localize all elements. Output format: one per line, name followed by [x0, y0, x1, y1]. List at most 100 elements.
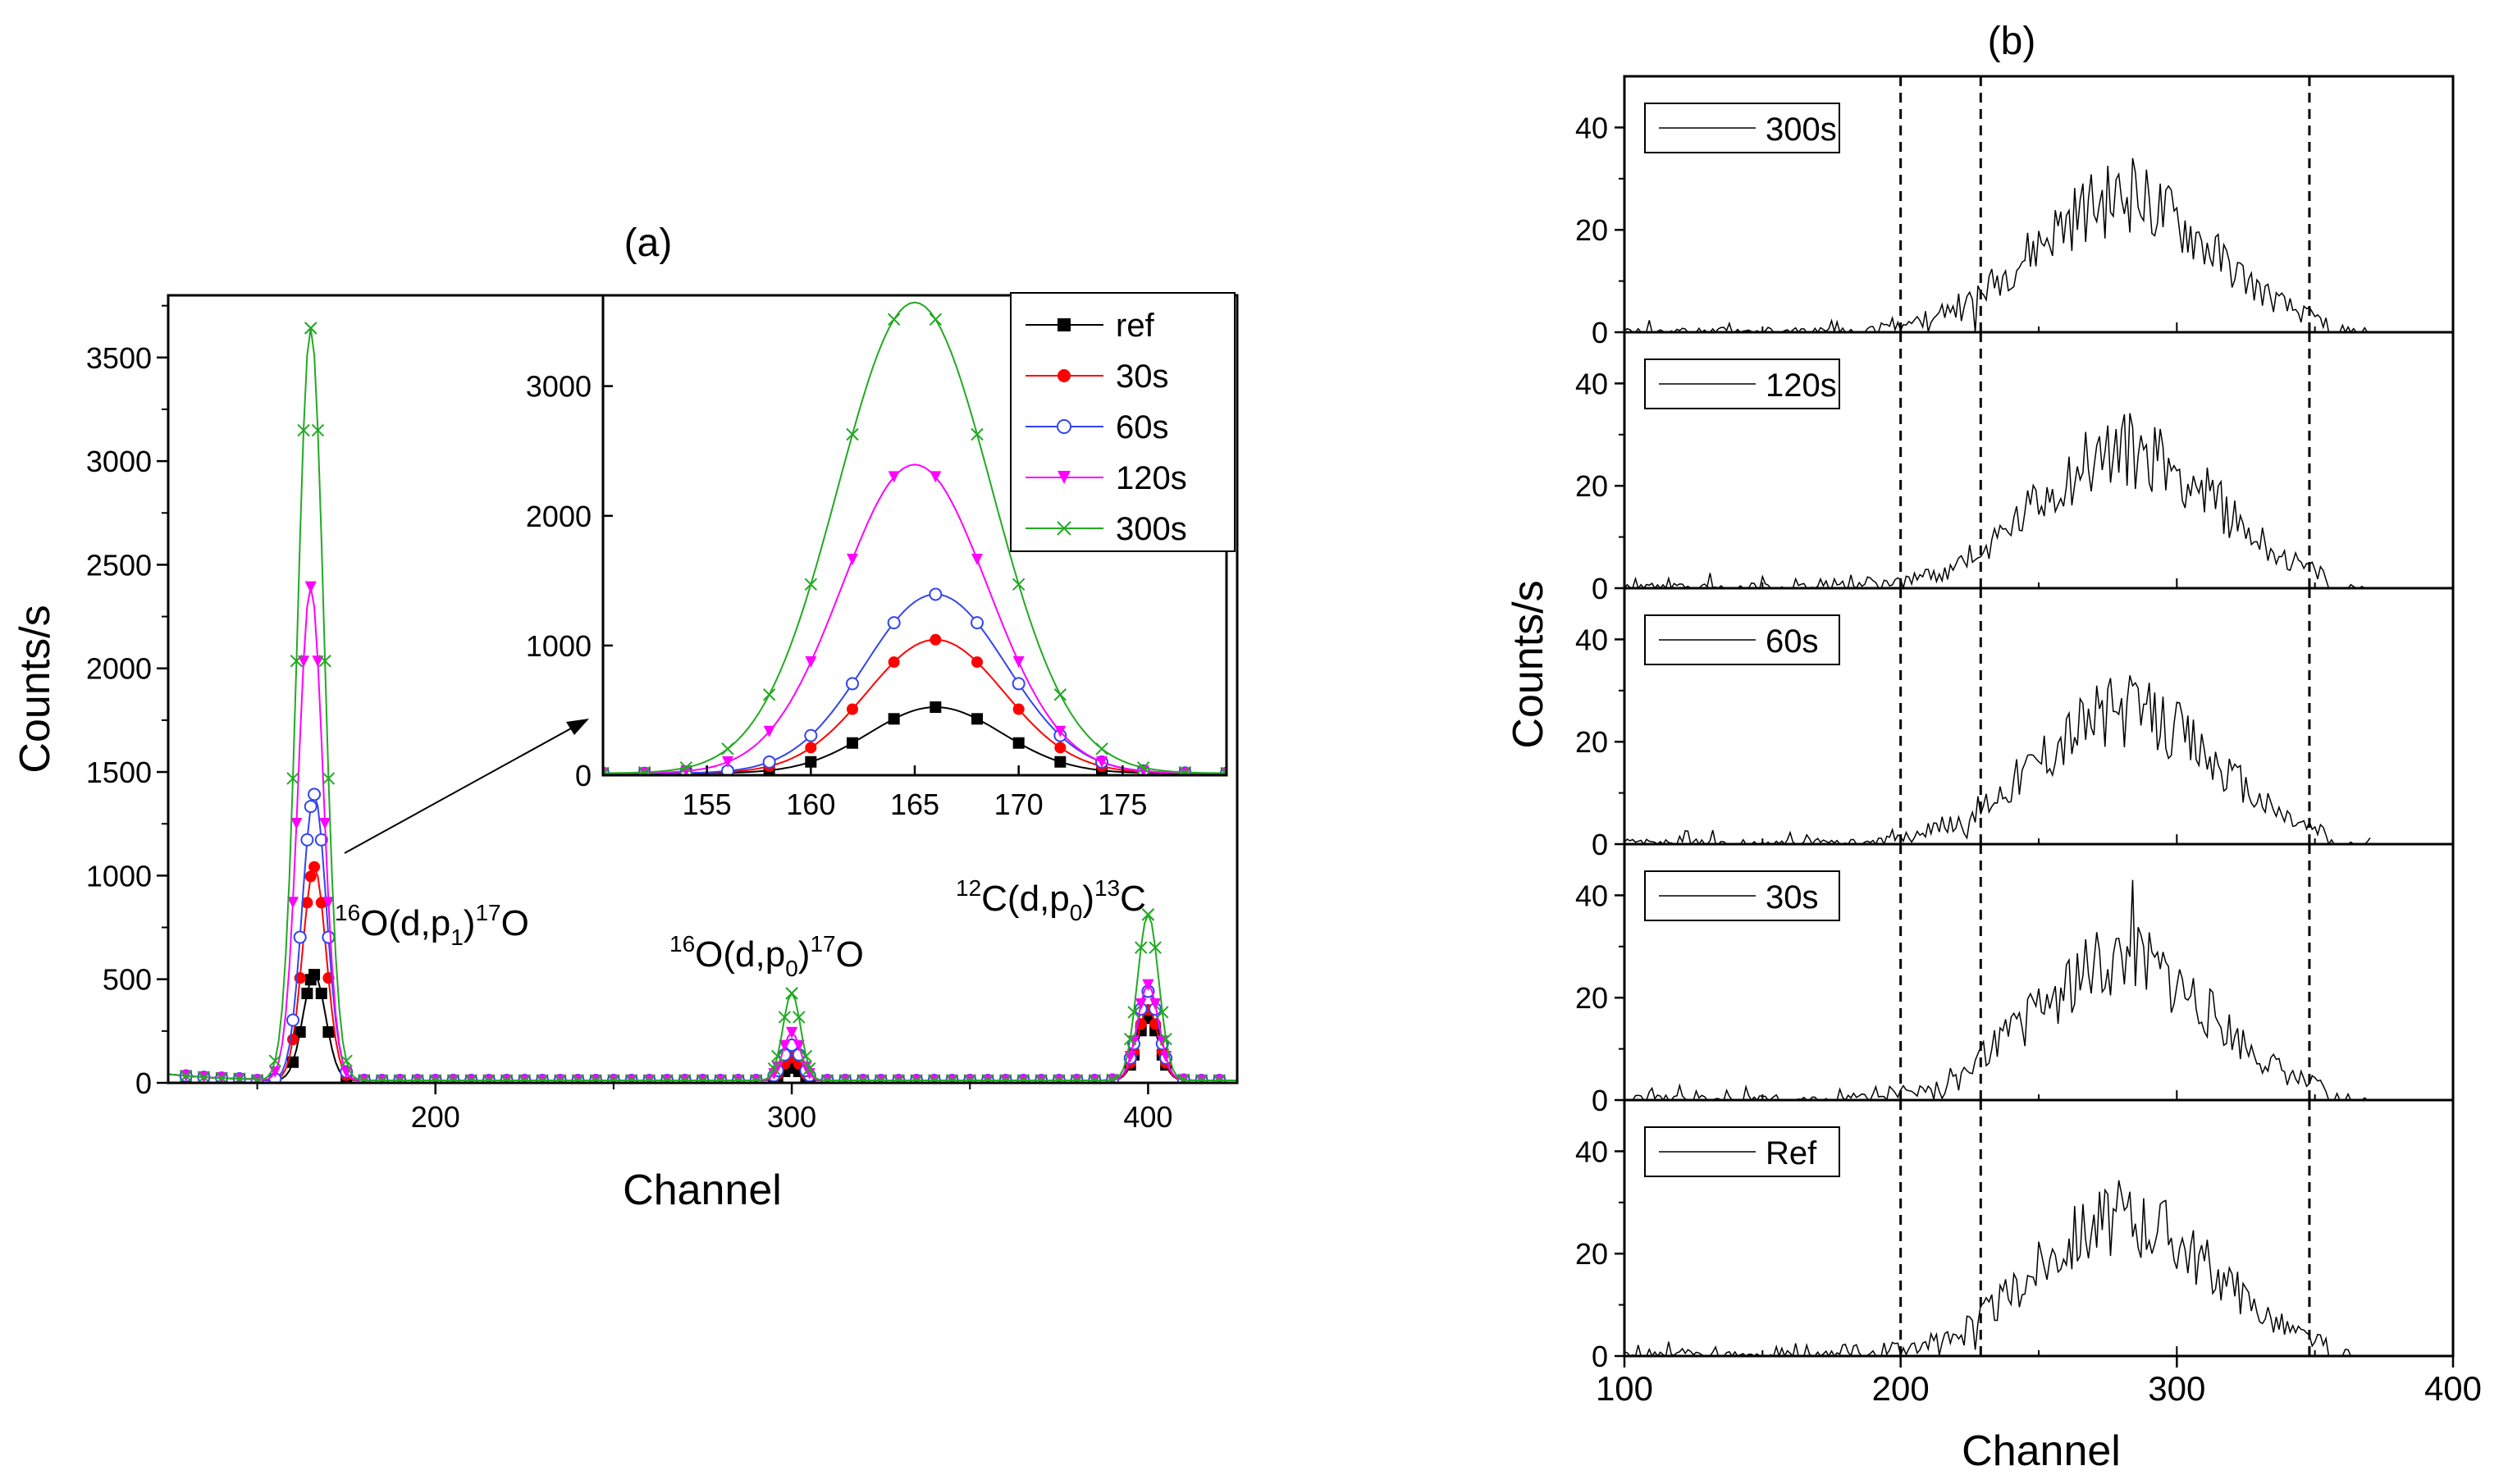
point-300s: [536, 1074, 549, 1083]
inset-xtick-label: 155: [683, 788, 732, 821]
point-300s: [998, 1074, 1012, 1083]
inset-axes: 0 1000 2000 3000 155 160 165 170 175: [526, 370, 1147, 821]
point-300s: [857, 1074, 870, 1083]
point-300s: [714, 1074, 727, 1083]
inset-ytick-label: 0: [575, 759, 592, 792]
point-120s: [793, 1039, 805, 1052]
subplot-legend-label: 120s: [1766, 368, 1837, 404]
panel-a-series: [168, 322, 1237, 1083]
subplot-120s: 0 20 40 120s: [1575, 331, 2455, 605]
b-xtick-label: 200: [1872, 1369, 1930, 1408]
point-300s: [250, 1074, 264, 1083]
point-300s: [500, 1074, 514, 1083]
subplot-legend-label: 300s: [1766, 112, 1837, 148]
inset-point-30s: [847, 703, 858, 715]
point-300s: [290, 655, 304, 668]
point-300s: [778, 1011, 792, 1024]
point-300s: [1035, 1074, 1048, 1083]
point-300s: [749, 1074, 763, 1083]
point-300s: [311, 423, 325, 437]
inset-point-60s: [887, 616, 901, 630]
point-60s: [322, 930, 336, 944]
point-300s: [624, 1074, 638, 1083]
a-ytick-label: 0: [135, 1066, 152, 1100]
inset-point-120s: [1096, 756, 1108, 768]
inset-point-300s: [1220, 766, 1227, 775]
inset-point-300s: [887, 313, 901, 326]
point-300s: [358, 1074, 371, 1083]
point-300s: [732, 1074, 745, 1083]
inset-point-120s: [888, 471, 900, 483]
inset-point-120s: [847, 554, 858, 566]
point-300s: [340, 1054, 353, 1067]
inset-point-30s: [888, 656, 900, 669]
point-300s: [1106, 1073, 1119, 1083]
inset-point-300s: [1053, 688, 1067, 701]
legend-label-ref: ref: [1116, 308, 1155, 344]
inset-ytick-label: 2000: [526, 500, 592, 533]
point-300s: [660, 1074, 674, 1083]
inset-point-ref: [1012, 737, 1025, 749]
point-300s: [642, 1074, 656, 1083]
point-300s: [589, 1074, 602, 1083]
panel-a-title: (a): [624, 221, 673, 265]
inset-point-ref: [805, 756, 817, 768]
a-ytick-label: 3000: [86, 445, 152, 478]
point-300s: [1088, 1074, 1101, 1083]
inset-point-ref: [930, 701, 942, 713]
inset-point-300s: [637, 765, 651, 775]
inset-point-300s: [1095, 742, 1108, 756]
annotation-16o-dp0: 16O(d,p0)17O: [669, 931, 864, 981]
b-ytick-label: 0: [1592, 1340, 1608, 1373]
subplot-legend-label: 30s: [1766, 879, 1819, 916]
point-120s: [312, 655, 324, 668]
point-60s: [286, 1013, 300, 1027]
point-300s: [571, 1074, 585, 1083]
point-30s: [304, 870, 317, 883]
point-300s: [803, 1062, 816, 1075]
point-300s: [1127, 1006, 1140, 1019]
inset-xtick-label: 160: [786, 788, 835, 821]
b-xtick-label: 300: [2148, 1369, 2205, 1408]
point-120s: [786, 1026, 798, 1039]
point-120s: [304, 581, 317, 593]
point-300s: [554, 1074, 567, 1083]
b-xtick-label: 100: [1596, 1369, 1653, 1408]
zoom-arrow: [344, 724, 579, 854]
point-300s: [1195, 1074, 1208, 1083]
subplot-legend-label: 60s: [1766, 623, 1819, 660]
point-60s: [308, 788, 322, 801]
a-xtick-label: 400: [1123, 1100, 1172, 1134]
inset-point-300s: [721, 742, 734, 756]
inset-point-120s: [930, 471, 942, 483]
point-120s: [298, 655, 310, 668]
inset-point-60s: [929, 587, 943, 601]
inset-point-30s: [1054, 742, 1067, 754]
inset-point-300s: [971, 427, 984, 441]
point-120s: [779, 1039, 791, 1052]
subplot-Ref: 0 20 40 Ref: [1575, 1098, 2455, 1373]
point-300s: [304, 322, 317, 335]
point-120s: [1149, 998, 1162, 1010]
inset-point-60s: [971, 616, 984, 630]
point-300s: [771, 1049, 784, 1063]
inset-point-120s: [1012, 655, 1025, 668]
point-300s: [838, 1074, 852, 1083]
inset-point-300s: [762, 688, 776, 701]
b-ytick-label: 20: [1575, 469, 1608, 503]
point-300s: [197, 1071, 211, 1083]
point-ref: [315, 987, 327, 999]
legend-box: [1010, 292, 1236, 552]
inset-point-300s: [1178, 765, 1192, 775]
point-300s: [268, 1054, 282, 1067]
panel-a-ylabel: Counts/s: [11, 605, 59, 773]
legend-marker-120s: [1058, 471, 1071, 484]
b-ytick-label: 40: [1575, 1135, 1608, 1168]
inset-ytick-label: 1000: [526, 629, 592, 663]
subplot-30s: 0 20 40 30s: [1575, 842, 2455, 1117]
inset-point-30s: [971, 656, 983, 669]
inset-point-300s: [603, 766, 610, 775]
panel-b-ylabel: Counts/s: [1505, 580, 1552, 748]
point-120s: [290, 818, 303, 830]
